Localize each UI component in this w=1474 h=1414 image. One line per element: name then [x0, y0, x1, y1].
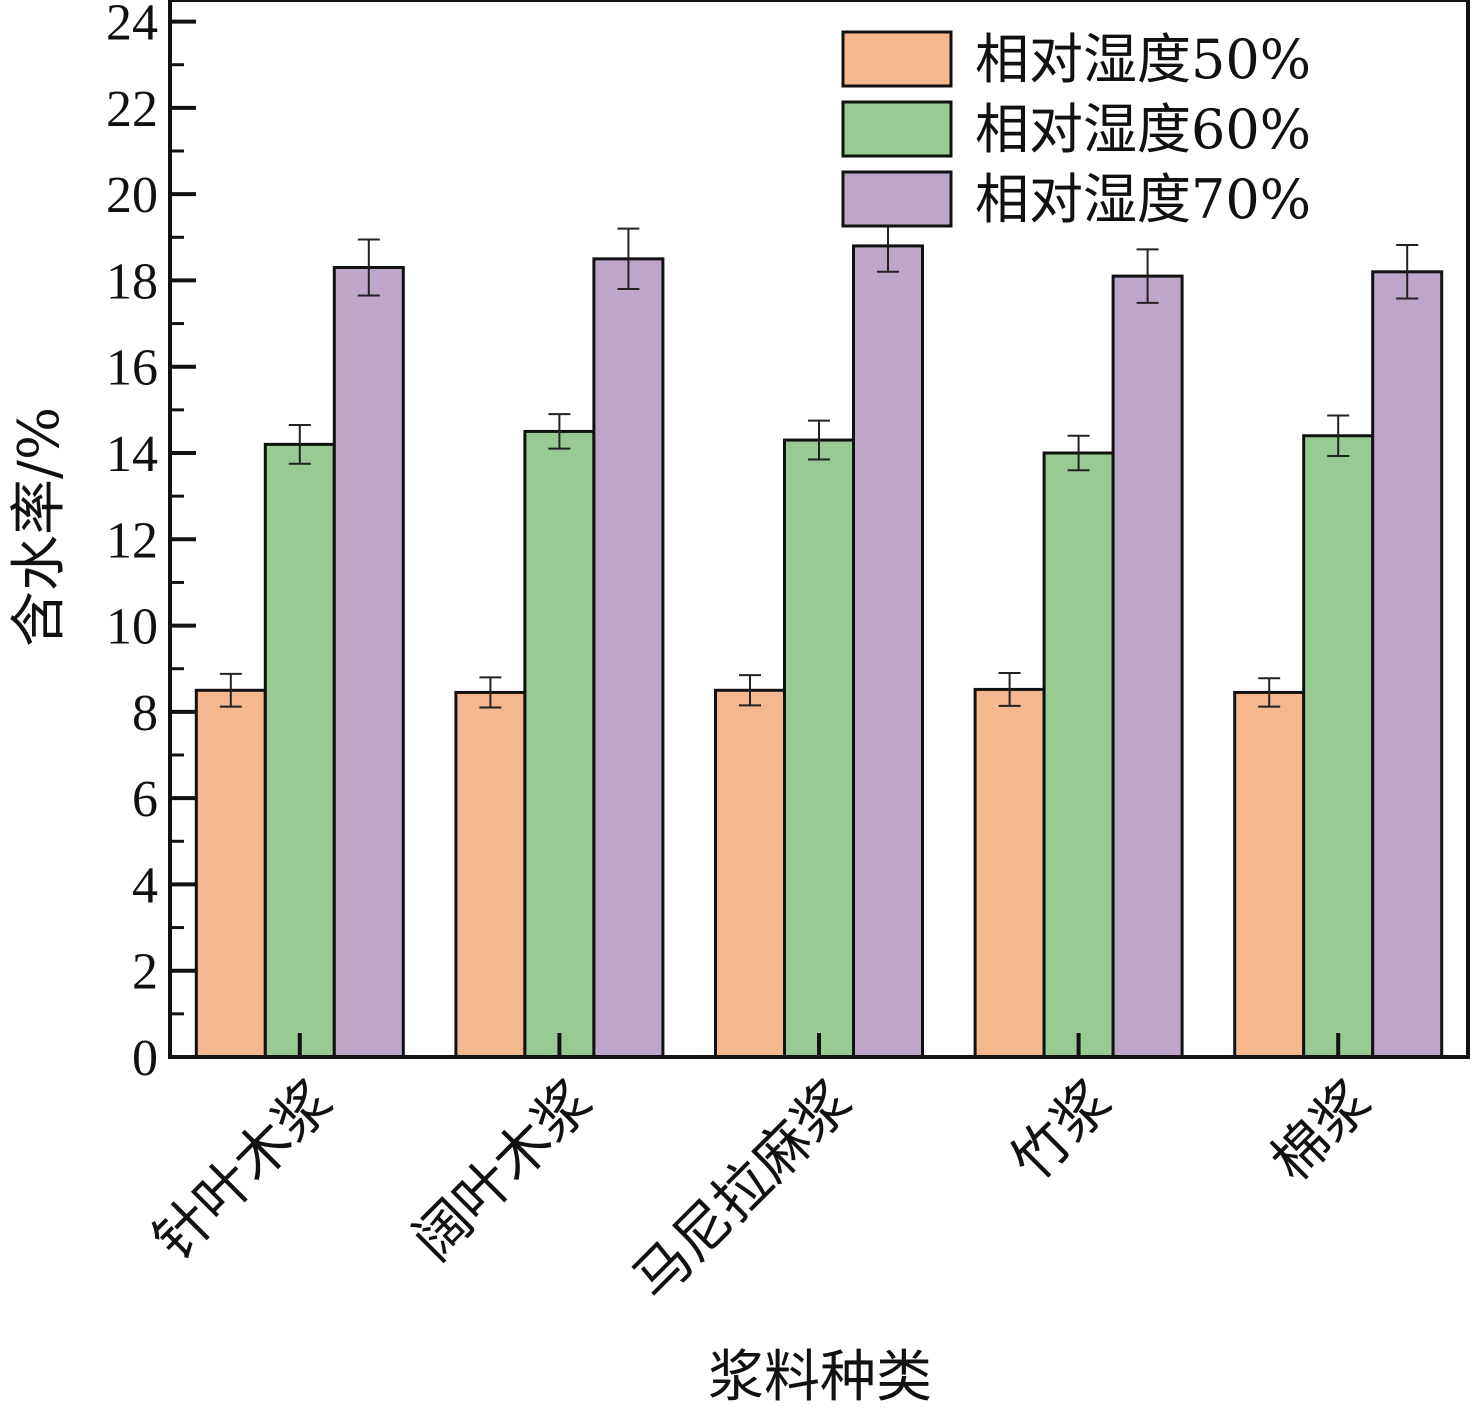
x-tick-label: 针叶木浆 [141, 1069, 345, 1273]
bar [332, 265, 405, 1059]
bar [973, 687, 1046, 1059]
bar [714, 688, 786, 1059]
bar [263, 442, 336, 1059]
bar [592, 257, 665, 1059]
x-tick-label: 棉浆 [1259, 1069, 1384, 1194]
bars-layer [194, 244, 1444, 1059]
legend-swatch [841, 100, 953, 158]
y-tick-label: 2 [132, 944, 158, 1001]
y-tick-label: 14 [106, 426, 158, 483]
x-axis: 针叶木浆 阔叶木浆 马尼拉麻浆 竹浆 棉浆 [141, 1033, 1384, 1313]
y-tick-label: 6 [132, 771, 158, 828]
y-tick-label: 8 [132, 685, 158, 742]
y-tick-label: 10 [106, 599, 158, 656]
x-axis-title: 浆料种类 [708, 1345, 932, 1410]
bar [1302, 434, 1375, 1059]
x-tick-label: 竹浆 [999, 1069, 1124, 1194]
bar [783, 438, 855, 1059]
x-tick-label: 马尼拉麻浆 [621, 1069, 865, 1313]
y-tick-label: 24 [106, 0, 158, 52]
y-tick-label: 18 [106, 253, 158, 310]
y-tick-label: 0 [132, 1030, 158, 1087]
bar [1233, 690, 1306, 1059]
legend-swatch [841, 30, 953, 88]
y-tick-label: 12 [106, 512, 158, 569]
y-tick-label: 4 [132, 857, 158, 914]
y-tick-label: 16 [106, 340, 158, 397]
legend-label: 相对湿度50% [975, 28, 1311, 91]
legend-swatch [841, 170, 953, 228]
bar [1111, 274, 1184, 1059]
bar [194, 688, 267, 1059]
y-tick-label: 22 [106, 81, 158, 138]
y-axis-title: 含水率/% [7, 407, 72, 647]
bar [1371, 270, 1444, 1059]
bar [454, 690, 527, 1059]
legend-label: 相对湿度60% [975, 98, 1311, 161]
bar [852, 244, 924, 1059]
bar [1042, 451, 1115, 1059]
y-tick-label: 20 [106, 167, 158, 224]
bar [523, 429, 596, 1059]
error-bars-layer [219, 219, 1419, 709]
legend-label: 相对湿度70% [975, 168, 1311, 231]
legend: 相对湿度50% 相对湿度60% 相对湿度70% [841, 28, 1311, 231]
x-tick-label: 阔叶木浆 [401, 1069, 605, 1273]
